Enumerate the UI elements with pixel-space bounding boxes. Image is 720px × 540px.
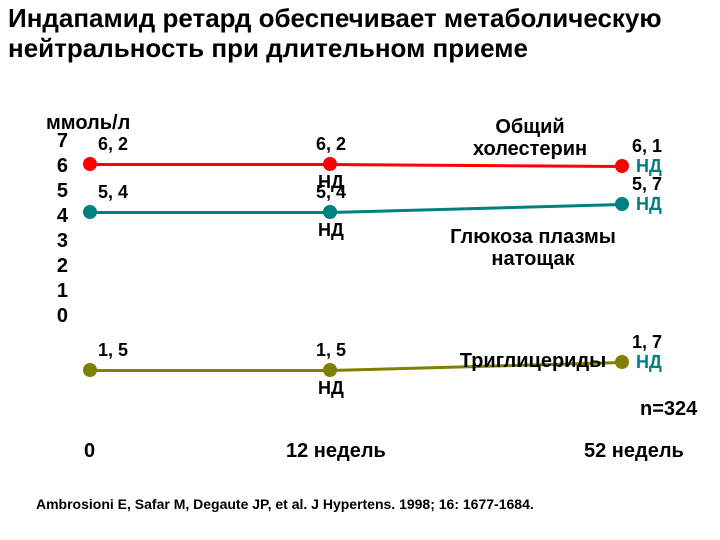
page-title: Индапамид ретард обеспечивает метаболиче… bbox=[0, 0, 720, 64]
cholesterol-value: 6, 2 bbox=[316, 134, 346, 155]
glucose-line bbox=[90, 211, 330, 214]
cholesterol-dot bbox=[323, 157, 337, 171]
triglyceride-dot bbox=[323, 363, 337, 377]
legend-glucose: Глюкоза плазмы натощак bbox=[438, 226, 628, 270]
glucose-nd: НД bbox=[318, 220, 344, 241]
cholesterol-line bbox=[90, 163, 330, 166]
glucose-dot bbox=[83, 205, 97, 219]
ytick-1: 1 bbox=[50, 280, 68, 303]
legend-triglyceride-label: Триглицериды bbox=[460, 350, 607, 372]
ytick-2: 2 bbox=[50, 255, 68, 278]
ytick-5: 5 bbox=[50, 180, 68, 203]
glucose-line bbox=[330, 203, 622, 214]
triglyceride-nd: НД bbox=[318, 378, 344, 399]
cholesterol-line bbox=[330, 163, 622, 168]
triglyceride-line bbox=[90, 369, 330, 372]
cholesterol-value: 6, 1 bbox=[632, 136, 662, 157]
glucose-value: 5, 7 bbox=[632, 174, 662, 195]
glucose-value: 5, 4 bbox=[98, 182, 128, 203]
glucose-dot bbox=[615, 197, 629, 211]
ytick-4: 4 bbox=[50, 205, 68, 228]
triglyceride-value: 1, 7 bbox=[632, 332, 662, 353]
n-label: n=324 bbox=[640, 398, 697, 421]
cholesterol-value: 6, 2 bbox=[98, 134, 128, 155]
legend-triglyceride: Триглицериды bbox=[448, 350, 618, 372]
triglyceride-value: 1, 5 bbox=[98, 340, 128, 361]
triglyceride-dot bbox=[83, 363, 97, 377]
glucose-dot bbox=[323, 205, 337, 219]
xlabel-52: 52 недель bbox=[584, 440, 684, 463]
glucose-nd: НД bbox=[636, 194, 662, 215]
xlabel-0: 0 bbox=[84, 440, 95, 463]
cholesterol-dot bbox=[615, 159, 629, 173]
legend-glucose-label: Глюкоза плазмы натощак bbox=[450, 226, 616, 270]
legend-cholesterol: Общий холестерин bbox=[450, 116, 610, 160]
ytick-7: 7 bbox=[50, 130, 68, 153]
ytick-6: 6 bbox=[50, 155, 68, 178]
ytick-0: 0 bbox=[50, 305, 68, 328]
xlabel-12: 12 недель bbox=[286, 440, 386, 463]
glucose-value: 5, 4 bbox=[316, 182, 346, 203]
citation: Ambrosioni E, Safar M, Degaute JP, et al… bbox=[36, 496, 534, 512]
cholesterol-dot bbox=[83, 157, 97, 171]
ytick-3: 3 bbox=[50, 230, 68, 253]
triglyceride-value: 1, 5 bbox=[316, 340, 346, 361]
legend-cholesterol-label: Общий холестерин bbox=[473, 116, 587, 160]
triglyceride-nd: НД bbox=[636, 352, 662, 373]
